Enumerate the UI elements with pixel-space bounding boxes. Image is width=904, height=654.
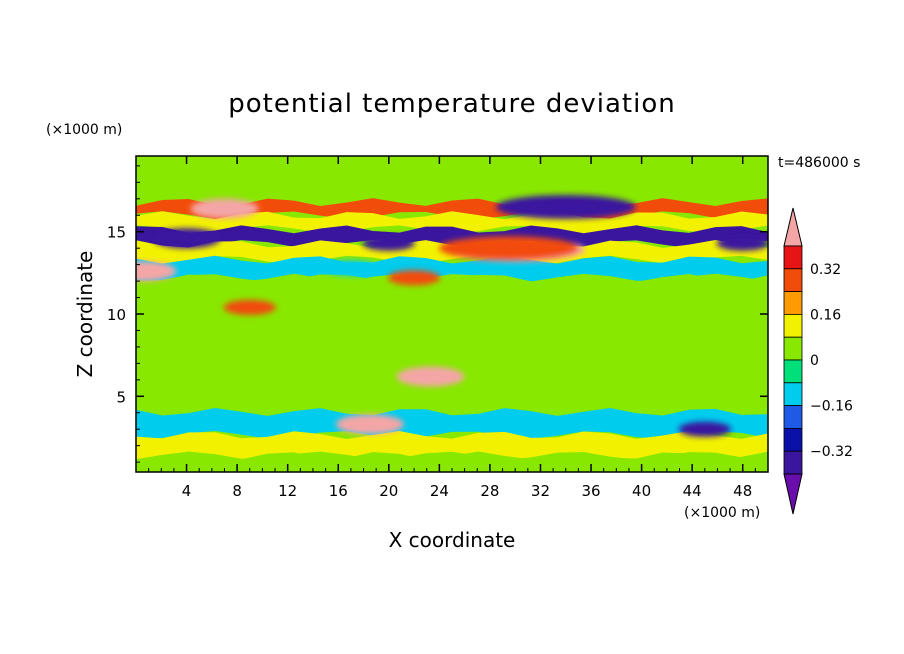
chart-title: potential temperature deviation — [228, 89, 675, 119]
time-label: t=486000 s — [778, 155, 860, 171]
x-tick-label: 24 — [430, 482, 449, 500]
colorbar-label: 0.16 — [810, 307, 841, 323]
contour-feature — [716, 235, 768, 251]
colorbar: 0.32 0.16 0 −0.16 −0.32 — [783, 207, 853, 515]
contour-band — [136, 451, 768, 472]
contour-band — [136, 319, 768, 360]
contour-feature — [678, 421, 731, 437]
x-axis-label: X coordinate — [389, 528, 516, 552]
colorbar-segment — [783, 359, 803, 384]
colorbar-segment — [783, 268, 803, 292]
colorbar-min-arrow — [783, 473, 803, 515]
y-axis-label: Z coordinate — [73, 251, 97, 378]
x-axis: 4 8 12 16 20 24 28 32 36 40 44 48 — [148, 156, 756, 500]
colorbar-label: −0.16 — [810, 399, 853, 415]
contour-feature — [335, 414, 404, 435]
contour-band — [136, 381, 768, 416]
colorbar-segment — [783, 405, 803, 429]
x-tick-label: 40 — [632, 482, 651, 500]
colorbar-segment — [783, 450, 803, 475]
colorbar-label: 0.32 — [810, 262, 841, 278]
y-tick-label: 10 — [107, 306, 126, 324]
contour-band — [136, 294, 768, 328]
x-tick-label: 44 — [683, 482, 702, 500]
contour-feature — [152, 228, 221, 249]
x-tick-label: 16 — [329, 482, 348, 500]
contour-band — [136, 211, 768, 234]
y-axis: 5 10 15 — [107, 165, 768, 463]
contour-feature — [495, 195, 636, 220]
colorbar-segment — [783, 336, 803, 361]
contour-feature — [396, 366, 465, 387]
colorbar-segment — [783, 313, 803, 338]
colorbar-segment — [783, 291, 803, 315]
contour-feature — [136, 261, 177, 282]
colorbar-segment — [783, 382, 803, 406]
contour-feature — [223, 299, 276, 316]
x-tick-label: 8 — [232, 482, 242, 500]
x-tick-label: 20 — [379, 482, 398, 500]
y-unit-label: (×1000 m) — [46, 122, 122, 138]
colorbar-segment — [783, 427, 803, 452]
contour-feature — [438, 236, 579, 261]
contour-band — [136, 156, 768, 189]
contour-band — [136, 225, 768, 249]
plot-area — [136, 156, 768, 472]
colorbar-max-arrow — [783, 207, 803, 247]
colorbar-segment — [783, 245, 803, 270]
x-tick-label: 36 — [581, 482, 600, 500]
x-tick-label: 48 — [733, 482, 752, 500]
x-unit-label: (×1000 m) — [684, 505, 760, 521]
x-tick-label: 32 — [531, 482, 550, 500]
contour-band — [136, 407, 768, 439]
y-tick-label: 15 — [107, 224, 126, 242]
x-tick-label: 12 — [278, 482, 297, 500]
colorbar-label: 0 — [810, 353, 819, 369]
contour-feature — [190, 198, 259, 219]
x-tick-label: 28 — [480, 482, 499, 500]
x-tick-label: 4 — [182, 482, 192, 500]
contour-feature — [324, 260, 378, 276]
contour-feature — [387, 270, 441, 286]
contour-feature — [362, 235, 415, 251]
contour-band — [136, 273, 768, 303]
y-tick-label: 5 — [116, 388, 126, 406]
colorbar-label: −0.32 — [810, 444, 853, 460]
